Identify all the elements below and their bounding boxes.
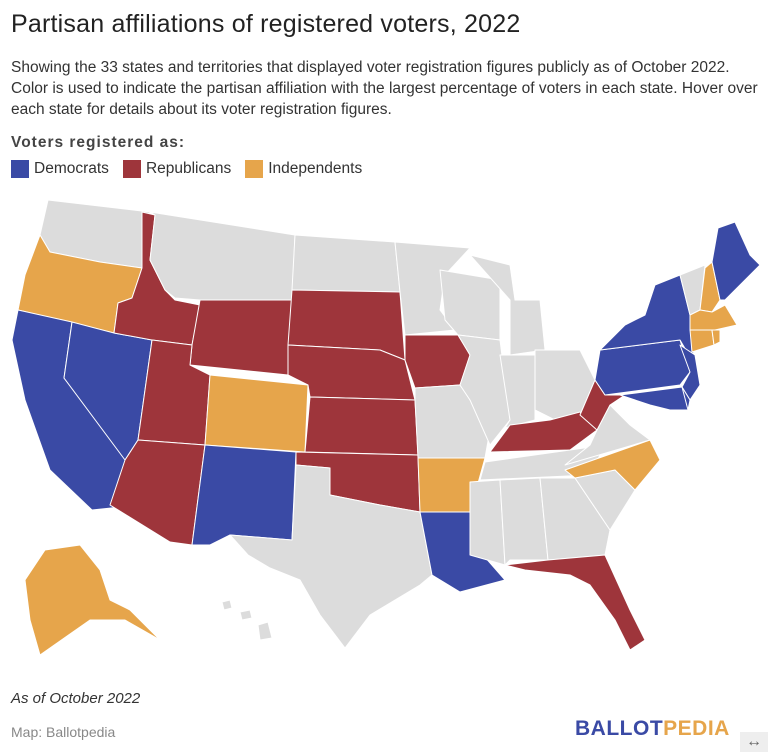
legend-label: Democrats — [34, 160, 109, 177]
note: As of October 2022 — [11, 690, 141, 707]
source: Map: Ballotpedia — [11, 724, 116, 740]
legend-item-democrats: Democrats — [11, 159, 109, 179]
state-mi[interactable] — [469, 254, 546, 356]
header: Partisan affiliations of registered vote… — [11, 8, 759, 179]
ballotpedia-logo: BALLOTPEDIA — [575, 717, 730, 741]
state-ga[interactable] — [539, 477, 611, 561]
state-ak[interactable] — [24, 544, 161, 656]
state-nh[interactable] — [699, 261, 721, 313]
page-title: Partisan affiliations of registered vote… — [11, 10, 521, 38]
state-il[interactable] — [457, 334, 511, 446]
state-ia[interactable] — [404, 334, 471, 389]
legend-item-republicans: Republicans — [122, 159, 232, 179]
state-ri[interactable] — [711, 329, 721, 346]
state-hi[interactable] — [221, 599, 233, 611]
state-ks[interactable] — [304, 396, 419, 456]
state-mt[interactable] — [149, 211, 296, 301]
state-tx[interactable] — [229, 464, 433, 649]
state-hi[interactable] — [257, 621, 273, 641]
description: Showing the 33 states and territories th… — [11, 59, 758, 118]
logo-part1: BALLOT — [575, 717, 664, 740]
state-hi[interactable] — [239, 609, 253, 621]
state-ms[interactable] — [469, 479, 506, 566]
state-al[interactable] — [499, 477, 549, 566]
state-ct[interactable] — [689, 329, 715, 353]
legend-item-independents: Independents — [245, 159, 362, 179]
republicans-swatch — [122, 160, 141, 178]
independents-swatch — [245, 160, 264, 178]
state-co[interactable] — [204, 374, 309, 453]
legend: Democrats Republicans Independents — [11, 159, 759, 179]
state-md[interactable] — [619, 386, 689, 411]
state-fl[interactable] — [504, 554, 646, 651]
state-nd[interactable] — [291, 234, 401, 293]
logo-part2: PEDIA — [663, 717, 730, 740]
us-map — [11, 199, 761, 656]
state-me[interactable] — [711, 221, 761, 301]
state-wy[interactable] — [189, 299, 293, 376]
state-nm[interactable] — [191, 444, 297, 546]
legend-title: Voters registered as: — [11, 134, 186, 151]
resize-icon[interactable]: ↔ — [740, 732, 768, 752]
democrats-swatch — [11, 160, 29, 178]
legend-label: Independents — [268, 160, 363, 177]
legend-label: Republicans — [145, 160, 232, 177]
